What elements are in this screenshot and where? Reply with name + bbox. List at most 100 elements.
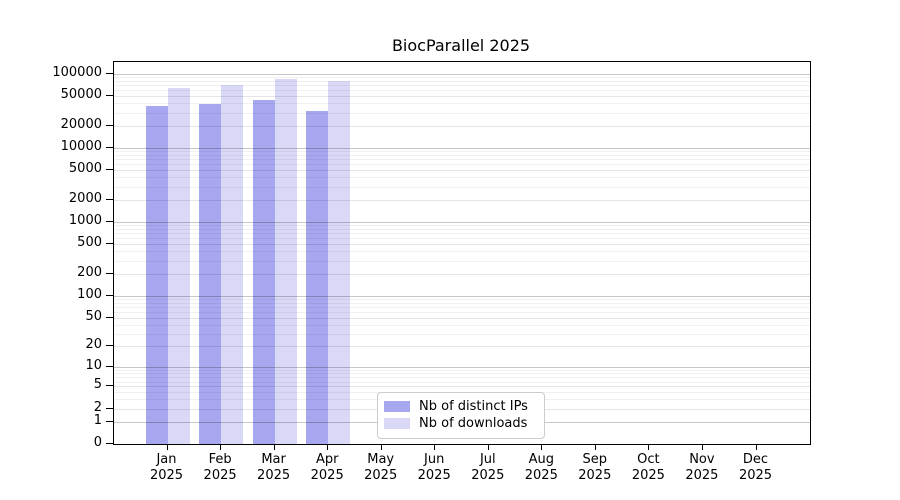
x-tick-mark [594, 444, 596, 450]
x-tick-label-jun: Jun 2025 [417, 452, 451, 483]
y-tick-mark [106, 220, 113, 222]
x-tick-mark [327, 444, 329, 450]
bar-distinct-ips-mar [252, 100, 275, 444]
y-tick-mark [106, 95, 113, 97]
x-tick-mark [541, 444, 543, 450]
y-tick-mark [106, 420, 113, 422]
y-tick-label: 0 [93, 435, 102, 450]
x-tick-label-feb: Feb 2025 [203, 452, 237, 483]
bar-downloads-jan [167, 88, 190, 444]
legend: Nb of distinct IPs Nb of downloads [377, 392, 545, 439]
gridline [114, 229, 810, 231]
y-tick-mark [106, 385, 113, 387]
y-tick-mark [106, 198, 113, 200]
downloads-swatch-icon [384, 418, 410, 429]
y-tick-mark [106, 243, 113, 245]
y-tick-mark [106, 443, 113, 444]
gridline [114, 170, 810, 172]
x-tick-label-oct: Oct 2025 [631, 452, 665, 483]
legend-label-downloads: Nb of downloads [419, 416, 528, 431]
y-tick-label: 20000 [60, 116, 102, 132]
y-tick-label: 1000 [68, 212, 102, 228]
x-tick-label-jan: Jan 2025 [149, 452, 184, 483]
gridline [114, 299, 810, 300]
x-tick-mark [648, 444, 650, 450]
gridline [114, 177, 810, 179]
y-tick-label: 10000 [60, 139, 102, 154]
y-tick-mark [106, 272, 113, 274]
y-tick-mark [106, 147, 113, 148]
gridline [114, 307, 810, 308]
gridline [114, 148, 810, 149]
gridline [114, 96, 810, 98]
y-tick-label: 100000 [52, 64, 102, 80]
gridline [114, 125, 810, 127]
x-tick-label-sep: Sep 2025 [578, 452, 612, 483]
gridline [114, 251, 810, 253]
gridline [114, 81, 810, 83]
gridline [114, 295, 810, 297]
gridline [114, 151, 810, 153]
y-tick-label: 2 [93, 399, 102, 415]
gridline [114, 311, 810, 313]
gridline [114, 273, 810, 275]
gridline [114, 233, 810, 235]
grid-layer [114, 62, 810, 444]
gridline [114, 199, 810, 201]
y-tick-mark [106, 316, 113, 318]
y-tick-mark [106, 169, 113, 171]
bar-downloads-apr [328, 81, 351, 444]
gridline [114, 90, 810, 92]
gridline [114, 302, 810, 304]
x-tick-label-mar: Mar 2025 [257, 452, 291, 483]
y-tick-mark [106, 365, 113, 367]
gridline [114, 221, 810, 223]
x-tick-label-jul: Jul 2025 [471, 452, 505, 483]
y-tick-mark [106, 124, 113, 126]
plot-area [113, 61, 811, 445]
gridline [114, 333, 810, 335]
gridline [114, 346, 810, 348]
x-tick-mark [380, 444, 382, 450]
gridline [114, 73, 810, 75]
gridline [114, 164, 810, 166]
x-tick-label-aug: Aug 2025 [524, 452, 558, 483]
x-tick-label-nov: Nov 2025 [685, 452, 719, 483]
y-tick-mark [106, 407, 113, 409]
y-tick-mark [106, 72, 113, 74]
y-tick-label: 100 [77, 286, 102, 302]
gridline [114, 186, 810, 188]
gridline [114, 260, 810, 262]
x-tick-label-apr: Apr 2025 [310, 452, 344, 483]
gridline [114, 244, 810, 246]
gridline [114, 103, 810, 105]
gridline [114, 377, 810, 379]
y-tick-label: 50 [85, 308, 102, 324]
y-tick-label: 1 [93, 412, 102, 428]
y-tick-label: 200 [77, 264, 102, 280]
x-tick-mark [755, 444, 757, 450]
gridline [114, 373, 810, 375]
y-tick-label: 10 [85, 357, 102, 373]
y-tick-label: 500 [77, 235, 102, 251]
gridline [114, 238, 810, 240]
x-tick-mark [434, 444, 436, 450]
chart-title: BiocParallel 2025 [391, 36, 531, 55]
gridline [114, 225, 810, 227]
gridline [114, 370, 810, 371]
y-tick-label: 20 [85, 337, 102, 353]
y-tick-label: 50000 [60, 87, 102, 103]
gridline [114, 381, 810, 383]
bar-downloads-mar [274, 78, 297, 444]
bar-downloads-feb [221, 85, 244, 444]
y-tick-mark [106, 294, 113, 296]
gridline [114, 386, 810, 388]
legend-row-downloads: Nb of downloads [384, 415, 536, 432]
x-tick-mark [220, 444, 222, 450]
bar-distinct-ips-feb [199, 103, 222, 444]
x-tick-label-may: May 2025 [364, 452, 398, 483]
distinct-ips-swatch-icon [384, 401, 410, 412]
gridline [114, 366, 810, 368]
gridline [114, 155, 810, 157]
